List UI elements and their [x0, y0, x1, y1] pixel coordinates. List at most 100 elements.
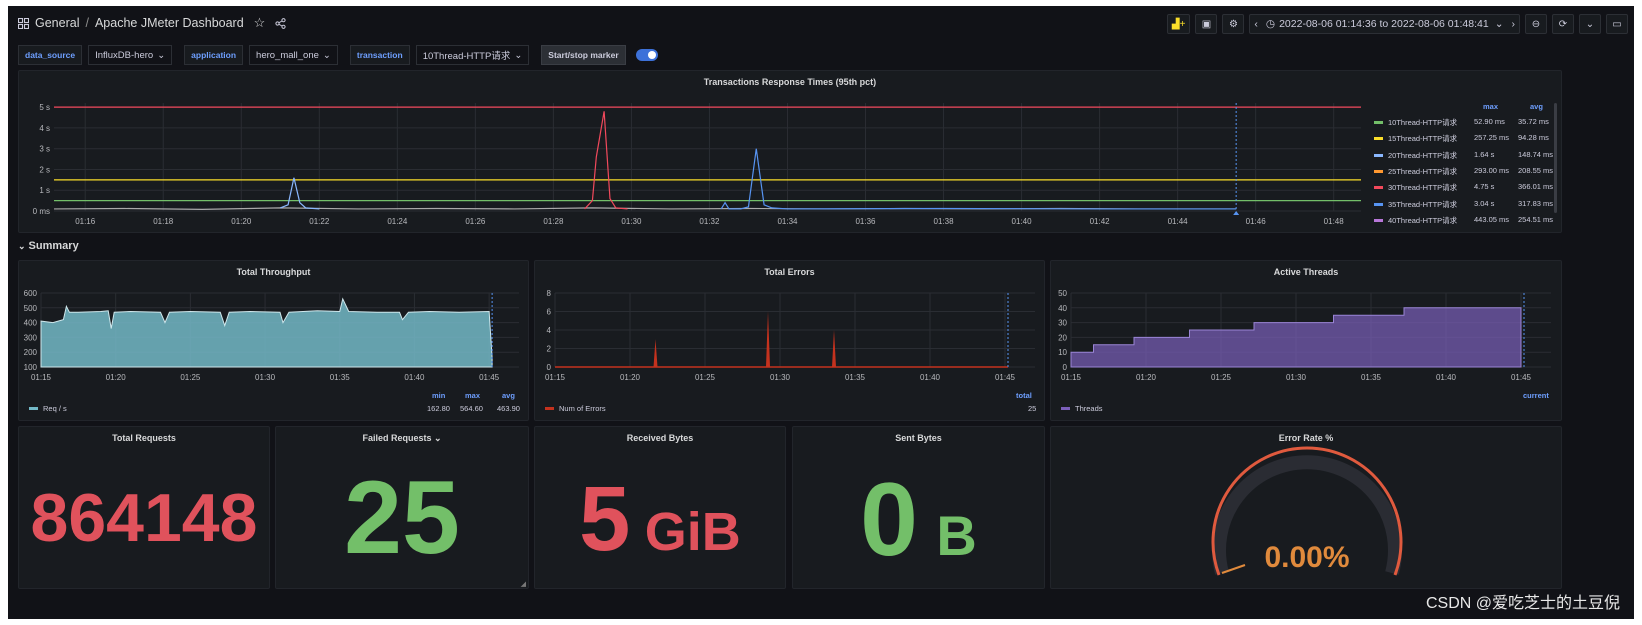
row-summary[interactable]: ⌄ Summary: [18, 240, 79, 252]
legend-min-value: 162.80: [427, 404, 450, 413]
x-tick-label: 01:30: [1286, 373, 1307, 382]
x-tick-label: 01:46: [1246, 217, 1267, 226]
tv-mode-button[interactable]: ▭: [1606, 14, 1628, 34]
x-tick-label: 01:35: [330, 373, 351, 382]
chevron-left-icon[interactable]: ‹: [1254, 18, 1258, 30]
legend-min: 162.80: [427, 404, 450, 413]
panel-total-requests[interactable]: Total Requests 864148: [18, 426, 270, 589]
x-tick-label: 01:32: [699, 217, 720, 226]
dashboards-grid-icon[interactable]: [18, 17, 29, 29]
throughput-chart[interactable]: 100 200 300 400 500 600 01:15 01:20 01:25 01:30 01…: [19, 281, 529, 396]
legend-avg-value: 208.55 ms: [1518, 165, 1554, 175]
share-icon[interactable]: [275, 17, 286, 29]
legend-color: [1374, 137, 1383, 141]
marker-toggle[interactable]: [635, 49, 658, 61]
x-tick-label: 01:36: [855, 217, 876, 226]
legend-label: 30Thread-HTTP请求: [1388, 183, 1458, 193]
legend-item-threads[interactable]: Threads: [1061, 404, 1103, 413]
response-times-chart[interactable]: 0 ms 1 s 2 s 3 s 4 s 5 s 01:16 01:18 01:20 01:22 0…: [19, 85, 1365, 233]
legend-color: [1374, 202, 1383, 206]
gauge-track: [1212, 455, 1402, 575]
x-tick-label: 01:30: [255, 373, 276, 382]
resize-handle-icon[interactable]: ◢: [520, 581, 526, 588]
panel-error-rate[interactable]: Error Rate % 0.00%: [1050, 426, 1562, 589]
x-tick-label: 01:25: [180, 373, 201, 382]
x-tick-label: 01:40: [404, 373, 425, 382]
legend-avg-value: 254.51 ms: [1518, 214, 1554, 224]
legend-header-max[interactable]: max: [1483, 102, 1499, 111]
legend-scrollbar[interactable]: [1554, 103, 1557, 213]
refresh-interval-dropdown[interactable]: ⌄: [1579, 14, 1601, 34]
x-tick-label: 01:15: [545, 373, 566, 382]
x-tick-label: 01:34: [777, 217, 798, 226]
legend-label: 25Thread-HTTP请求: [1388, 166, 1458, 176]
x-tick-label: 01:40: [1012, 217, 1033, 226]
row-summary-title: Summary: [28, 240, 79, 252]
panel-response-times[interactable]: Transactions Response Times (95th pct) 0…: [18, 70, 1562, 233]
dashboard-title[interactable]: Apache JMeter Dashboard: [94, 16, 244, 30]
legend-header-current[interactable]: current: [1523, 391, 1549, 400]
chevron-down-icon: ⌄: [514, 49, 523, 61]
settings-button[interactable]: ⚙: [1222, 14, 1245, 34]
legend-color: [1061, 407, 1070, 410]
panel-title: Received Bytes: [626, 433, 694, 443]
panel-active-threads[interactable]: Active Threads 0 10 20 30 40 50 01:15 01:20 01:2…: [1050, 260, 1562, 421]
y-tick-label: 0 ms: [33, 207, 50, 216]
threads-chart[interactable]: 0 10 20 30 40 50 01:15 01:20 01:25 01:30 01:35 01:4…: [1051, 281, 1562, 396]
x-tick-label: 01:38: [934, 217, 955, 226]
stat-value-group: 5 GiB: [535, 467, 785, 572]
legend-color: [29, 407, 38, 410]
panel-total-throughput[interactable]: Total Throughput 100 200 300 400 500 600 01:15…: [18, 260, 529, 421]
legend-header-avg[interactable]: avg: [502, 391, 515, 400]
legend-header-total[interactable]: total: [1016, 391, 1032, 400]
x-tick-label: 01:30: [621, 217, 642, 226]
legend-item-req[interactable]: Req / s: [29, 404, 67, 413]
legend-item[interactable]: 30Thread-HTTP请求: [1374, 182, 1457, 193]
legend-header-avg[interactable]: avg: [1530, 102, 1543, 111]
toolbar: ▟+ ▣ ⚙ ‹ ◷ 2022-08-06 01:14:36 to 2022-0…: [1166, 14, 1628, 34]
legend-item[interactable]: 10Thread-HTTP请求: [1374, 117, 1457, 128]
legend-header-max[interactable]: max: [465, 391, 481, 400]
x-tick-label: 01:20: [620, 373, 641, 382]
save-button[interactable]: ▣: [1195, 14, 1218, 34]
legend-item[interactable]: 40Thread-HTTP请求: [1374, 215, 1457, 226]
start-stop-marker-button[interactable]: Start/stop marker: [541, 45, 626, 65]
legend-header-min[interactable]: min: [432, 391, 446, 400]
legend-label: Threads: [1075, 404, 1103, 413]
legend-color: [1374, 218, 1383, 222]
y-tick-label: 200: [24, 348, 38, 357]
legend-item[interactable]: 15Thread-HTTP请求: [1374, 133, 1457, 144]
chevron-down-icon[interactable]: ⌄: [434, 433, 442, 443]
legend-avg: 463.90: [497, 404, 520, 413]
monitor-icon: ▭: [1612, 18, 1622, 30]
breadcrumb-folder[interactable]: General: [35, 16, 80, 30]
chevron-right-icon[interactable]: ›: [1511, 18, 1516, 30]
legend-item[interactable]: 35Thread-HTTP请求: [1374, 199, 1457, 210]
var-select-application[interactable]: hero_mall_one ⌄: [249, 45, 338, 65]
var-select-data-source[interactable]: InfluxDB-hero ⌄: [88, 45, 173, 65]
var-select-transaction[interactable]: 10Thread-HTTP请求 ⌄: [415, 45, 530, 65]
zoom-out-button[interactable]: ⊖: [1525, 14, 1547, 34]
refresh-button[interactable]: ⟳: [1552, 14, 1574, 34]
watermark: CSDN @爱吃芝士的土豆倪: [1425, 595, 1620, 612]
time-picker[interactable]: ‹ ◷ 2022-08-06 01:14:36 to 2022-08-06 01…: [1249, 14, 1520, 34]
legend-item-errors[interactable]: Num of Errors: [545, 404, 606, 413]
legend-max-value: 3.04 s: [1474, 198, 1495, 208]
save-icon: ▣: [1201, 18, 1212, 30]
series-line: [584, 111, 628, 210]
gauge-threshold-arc: [1211, 446, 1403, 576]
legend-item[interactable]: 25Thread-HTTP请求: [1374, 166, 1457, 177]
x-tick-label: 01:45: [1511, 373, 1532, 382]
errors-chart[interactable]: 0 2 4 6 8 01:15 01:20 01:25 01:30 01:35 01:40 01:45: [535, 281, 1045, 396]
legend-item[interactable]: 20Thread-HTTP请求: [1374, 150, 1457, 161]
star-icon[interactable]: ☆: [253, 15, 266, 30]
panel-failed-requests[interactable]: Failed Requests ⌄ 25 ◢: [275, 426, 529, 589]
now-marker-arrow: [1233, 211, 1240, 215]
panel-received-bytes[interactable]: Received Bytes 5 GiB: [534, 426, 786, 589]
stat-value-group: 0 B: [793, 461, 1044, 580]
panel-total-errors[interactable]: Total Errors 0 2 4 6 8 01:15 01:20 01:25 01:30 01…: [534, 260, 1045, 421]
panel-sent-bytes[interactable]: Sent Bytes 0 B: [792, 426, 1045, 589]
var-label-application: application: [184, 45, 244, 65]
add-panel-button[interactable]: ▟+: [1166, 14, 1191, 34]
panel-title: Transactions Response Times (95th pct): [703, 77, 877, 87]
